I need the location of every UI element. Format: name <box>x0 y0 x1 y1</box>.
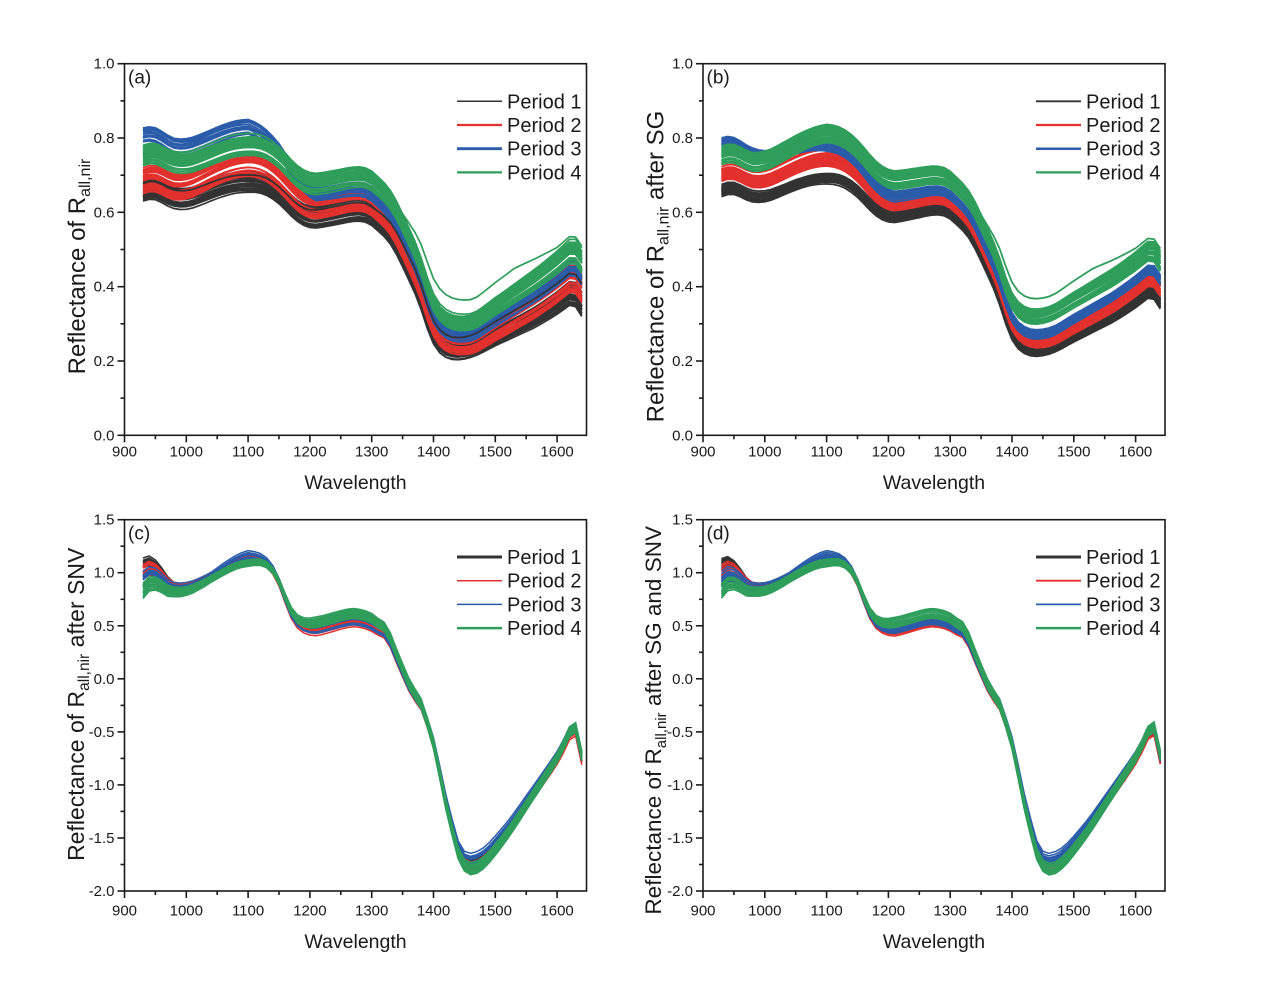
svg-text:-0.5: -0.5 <box>667 724 693 741</box>
svg-text:0.0: 0.0 <box>94 671 115 688</box>
svg-text:Period 3: Period 3 <box>1086 139 1161 161</box>
svg-text:900: 900 <box>690 443 715 460</box>
svg-text:1600: 1600 <box>1119 903 1152 920</box>
svg-text:0.2: 0.2 <box>672 353 693 370</box>
svg-text:Period 1: Period 1 <box>1086 547 1161 569</box>
svg-text:Wavelength: Wavelength <box>304 472 406 494</box>
svg-text:1400: 1400 <box>995 903 1028 920</box>
svg-text:1500: 1500 <box>1057 443 1090 460</box>
svg-text:1.0: 1.0 <box>672 56 693 73</box>
svg-text:-2.0: -2.0 <box>667 883 693 900</box>
svg-text:Wavelength: Wavelength <box>883 931 985 953</box>
svg-text:1.5: 1.5 <box>672 512 693 529</box>
svg-text:-1.5: -1.5 <box>89 830 115 847</box>
svg-text:Period 2: Period 2 <box>1086 115 1161 137</box>
svg-text:1400: 1400 <box>417 903 450 920</box>
svg-text:1500: 1500 <box>479 903 512 920</box>
svg-text:0.5: 0.5 <box>672 618 693 635</box>
svg-text:Period 3: Period 3 <box>1086 594 1161 616</box>
svg-text:0.8: 0.8 <box>94 130 115 147</box>
svg-text:(b): (b) <box>707 68 730 89</box>
svg-text:1000: 1000 <box>748 443 781 460</box>
svg-text:1400: 1400 <box>417 443 450 460</box>
svg-text:-1.5: -1.5 <box>667 830 693 847</box>
svg-text:1000: 1000 <box>170 903 203 920</box>
svg-text:1400: 1400 <box>995 443 1028 460</box>
svg-text:1600: 1600 <box>1119 443 1152 460</box>
svg-text:1500: 1500 <box>1057 903 1090 920</box>
svg-text:900: 900 <box>112 443 137 460</box>
svg-text:0.6: 0.6 <box>94 204 115 221</box>
svg-text:0.0: 0.0 <box>672 427 693 444</box>
svg-text:Period 2: Period 2 <box>507 571 582 593</box>
svg-text:1100: 1100 <box>232 443 264 460</box>
svg-text:1200: 1200 <box>293 903 326 920</box>
svg-text:0.4: 0.4 <box>672 279 693 296</box>
svg-text:900: 900 <box>112 903 137 920</box>
svg-text:1200: 1200 <box>872 443 905 460</box>
svg-text:1.5: 1.5 <box>94 512 115 529</box>
svg-text:1.0: 1.0 <box>94 56 115 73</box>
svg-text:Reflectance of Rall,nir after: Reflectance of Rall,nir after SG and SNV <box>641 526 670 915</box>
svg-text:Wavelength: Wavelength <box>304 931 406 953</box>
svg-text:0.0: 0.0 <box>94 427 115 444</box>
svg-text:Period 4: Period 4 <box>1086 162 1161 184</box>
svg-text:(a): (a) <box>128 68 151 89</box>
svg-text:1.0: 1.0 <box>672 565 693 582</box>
svg-text:-1.0: -1.0 <box>89 777 115 794</box>
svg-text:1.0: 1.0 <box>94 565 115 582</box>
svg-text:0.0: 0.0 <box>672 671 693 688</box>
svg-text:Period 4: Period 4 <box>507 618 582 640</box>
svg-text:0.4: 0.4 <box>94 279 115 296</box>
svg-text:1100: 1100 <box>232 903 264 920</box>
svg-text:1300: 1300 <box>934 443 967 460</box>
svg-text:Period 1: Period 1 <box>1086 91 1161 113</box>
svg-text:Reflectance of Rall,nir after: Reflectance of Rall,nir after SG <box>643 111 673 423</box>
svg-text:Wavelength: Wavelength <box>883 472 985 494</box>
svg-text:Period 2: Period 2 <box>507 115 582 137</box>
svg-text:1300: 1300 <box>355 903 388 920</box>
svg-text:Period 2: Period 2 <box>1086 571 1161 593</box>
svg-text:-1.0: -1.0 <box>667 777 693 794</box>
svg-text:1000: 1000 <box>748 903 781 920</box>
svg-text:(d): (d) <box>707 524 730 545</box>
svg-text:Period 1: Period 1 <box>507 91 582 113</box>
svg-text:Period 3: Period 3 <box>507 139 582 161</box>
svg-text:Period 1: Period 1 <box>507 547 582 569</box>
svg-text:0.6: 0.6 <box>672 204 693 221</box>
svg-text:900: 900 <box>690 903 715 920</box>
svg-text:Period 4: Period 4 <box>1086 618 1161 640</box>
svg-text:Period 3: Period 3 <box>507 594 582 616</box>
svg-text:0.2: 0.2 <box>94 353 115 370</box>
svg-text:-2.0: -2.0 <box>89 883 115 900</box>
svg-text:0.8: 0.8 <box>672 130 693 147</box>
svg-text:(c): (c) <box>128 524 150 545</box>
svg-text:Period 4: Period 4 <box>507 162 582 184</box>
svg-text:1600: 1600 <box>540 903 573 920</box>
svg-text:1100: 1100 <box>810 443 842 460</box>
svg-text:0.5: 0.5 <box>94 618 115 635</box>
svg-text:1300: 1300 <box>934 903 967 920</box>
svg-text:1200: 1200 <box>293 443 326 460</box>
svg-text:1300: 1300 <box>355 443 388 460</box>
svg-text:-0.5: -0.5 <box>89 724 115 741</box>
svg-text:1600: 1600 <box>540 443 573 460</box>
svg-text:1500: 1500 <box>479 443 512 460</box>
svg-text:Reflectance of Rall,nir after: Reflectance of Rall,nir after SNV <box>63 547 93 861</box>
svg-text:1100: 1100 <box>810 903 842 920</box>
svg-text:1000: 1000 <box>170 443 203 460</box>
svg-text:1200: 1200 <box>872 903 905 920</box>
